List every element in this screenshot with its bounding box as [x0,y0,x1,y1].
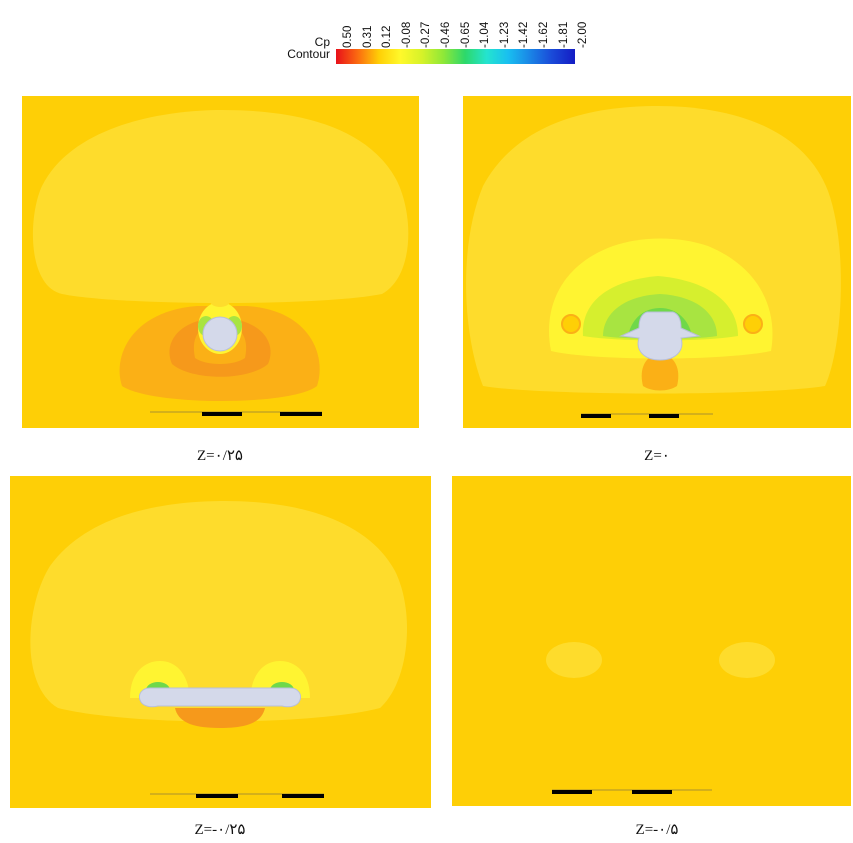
legend-title: Cp Contour [280,36,330,60]
contour-lobe-right [719,642,775,678]
panel-4-contour [452,476,851,806]
legend-variable: Cp [314,35,330,49]
legend-tick-label: -1.04 [479,21,492,48]
legend-tick-label: -1.81 [557,21,570,48]
outer-lobe [30,501,407,722]
panel-2-contour [463,96,851,428]
scale-bar [552,789,712,794]
panel-z-minus-0.5 [452,476,851,806]
caption-panel-1: Z=۰/۲۵ [197,448,243,464]
scale-bar [581,413,713,418]
scale-bar [150,793,324,798]
body-section [619,311,701,361]
legend-tick-label: -1.42 [518,21,531,48]
caption-panel-2: Z=۰ [644,448,670,464]
outer-lobe [32,110,409,303]
vortex-left [561,314,581,334]
field-background [452,476,851,806]
body-section [202,316,238,352]
panel-z-0.25 [22,96,419,428]
panel-3-contour [10,476,431,808]
scale-bar [150,411,322,416]
legend-type: Contour [287,47,330,61]
legend-tick-label: -1.23 [498,21,511,48]
legend-tick-label: 0.12 [381,25,394,48]
legend-tick-label: -0.08 [400,21,413,48]
legend-tick-label: -1.62 [538,21,550,48]
high-pressure-core [175,708,265,728]
cp-contour-legend: Cp Contour 0.50 0.31 0.12 -0.08 -0.27 -0.46 -0… [280,0,589,70]
vortex-right [743,314,763,334]
contour-lobe-left [546,642,602,678]
legend-colorbar [336,49,575,64]
body-section [139,687,301,708]
panel-1-contour [22,96,419,428]
wake-region [641,354,679,391]
panel-z-0 [463,96,851,428]
panel-z-minus-0.25 [10,476,431,808]
legend-tick-label: 0.31 [361,25,374,48]
legend-tick-label: -0.27 [420,21,433,48]
legend-tick-label: 0.50 [342,25,354,48]
caption-panel-4: Z=-۰/۵ [635,822,679,838]
legend-tick-label: -0.46 [440,21,452,48]
stagnation-cap [210,295,230,307]
legend-tick-label: -2.00 [577,21,590,48]
legend-tick-label: -0.65 [459,21,472,48]
caption-panel-3: Z=-۰/۲۵ [194,822,246,838]
